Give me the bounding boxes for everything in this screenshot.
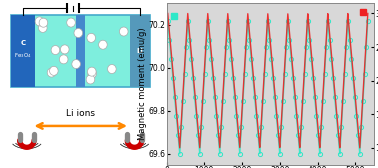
Circle shape bbox=[50, 66, 58, 75]
Circle shape bbox=[119, 27, 128, 36]
Circle shape bbox=[99, 40, 107, 49]
Circle shape bbox=[39, 23, 47, 32]
Text: C: C bbox=[20, 40, 26, 46]
Circle shape bbox=[87, 67, 96, 76]
Text: Fe$_3$O$_4$: Fe$_3$O$_4$ bbox=[14, 51, 32, 60]
Circle shape bbox=[74, 29, 83, 37]
Circle shape bbox=[59, 55, 68, 64]
Bar bbox=[11, 15, 34, 87]
Circle shape bbox=[47, 68, 56, 77]
Bar bbox=[130, 15, 150, 87]
Circle shape bbox=[86, 75, 95, 84]
Circle shape bbox=[60, 45, 69, 54]
Circle shape bbox=[67, 18, 75, 27]
Circle shape bbox=[108, 65, 116, 74]
Circle shape bbox=[72, 59, 81, 69]
Circle shape bbox=[51, 46, 60, 55]
Y-axis label: Magnetic moment (emu/g): Magnetic moment (emu/g) bbox=[138, 28, 147, 140]
Bar bbox=[76, 15, 85, 87]
Circle shape bbox=[39, 18, 48, 27]
FancyBboxPatch shape bbox=[11, 15, 150, 87]
Circle shape bbox=[87, 33, 96, 42]
Circle shape bbox=[35, 17, 44, 26]
Text: Li: Li bbox=[136, 48, 143, 54]
Circle shape bbox=[88, 69, 96, 78]
Text: Li ions: Li ions bbox=[66, 109, 95, 118]
